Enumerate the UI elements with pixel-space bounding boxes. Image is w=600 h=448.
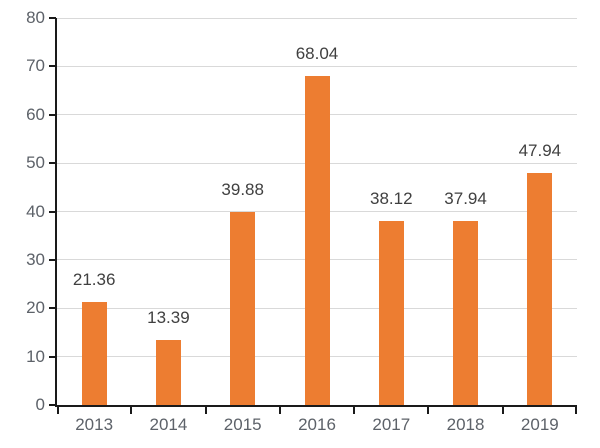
- gridline-80: [57, 17, 577, 19]
- y-axis-label-80: 80: [26, 8, 45, 27]
- data-label-2014: 13.39: [147, 308, 190, 328]
- bar-2015: [230, 212, 256, 405]
- data-label-2017: 38.12: [370, 188, 413, 208]
- x-axis-label-2017: 2017: [372, 415, 411, 434]
- y-axis-tick: [49, 113, 56, 116]
- y-axis-label-20: 20: [26, 298, 45, 318]
- y-axis-tick: [49, 210, 56, 213]
- y-axis-tick: [49, 404, 56, 406]
- y-axis-label-0: 0: [35, 395, 45, 414]
- y-axis-tick: [49, 307, 56, 310]
- y-axis-line: [55, 18, 57, 405]
- data-label-2013: 21.36: [72, 269, 116, 289]
- plot-area: 21.36 13.39 39.88 68.04 38.12 37.94 47.94: [49, 17, 577, 414]
- y-axis-tick: [49, 355, 56, 358]
- x-axis-tick: [57, 407, 59, 414]
- x-axis-label-2013: 2013: [75, 415, 114, 434]
- x-axis-label-2018: 2018: [446, 415, 485, 434]
- data-label-2019: 47.94: [518, 141, 562, 161]
- y-axis-tick: [49, 162, 56, 165]
- y-axis-tick: [49, 17, 56, 19]
- x-axis-tick: [130, 407, 133, 414]
- x-axis-label-2014: 2014: [149, 415, 188, 434]
- y-axis-tick: [49, 65, 56, 68]
- x-axis-tick: [427, 407, 430, 414]
- bar-2013: [81, 301, 107, 405]
- x-axis-label-2019: 2019: [520, 415, 559, 434]
- x-axis-label-2016: 2016: [298, 415, 336, 434]
- y-axis-label-60: 60: [26, 104, 45, 124]
- y-axis-label-40: 40: [26, 201, 45, 221]
- y-axis-label-30: 30: [26, 249, 45, 269]
- data-label-2018: 37.94: [444, 189, 487, 209]
- bar-2019: [527, 173, 553, 405]
- x-axis-label-2015: 2015: [223, 415, 262, 434]
- x-axis-tick: [204, 407, 207, 414]
- bar-2018: [453, 221, 479, 405]
- x-axis-tick: [501, 407, 504, 414]
- data-label-2015: 39.88: [221, 180, 264, 200]
- x-axis-tick: [278, 407, 281, 414]
- gridline-70: [57, 65, 577, 67]
- y-axis-tick: [49, 258, 56, 261]
- y-axis-label-10: 10: [26, 346, 45, 366]
- bar-2016: [304, 75, 330, 405]
- x-axis-line: [55, 405, 577, 407]
- bar-2017: [378, 220, 404, 405]
- x-axis-tick: [575, 407, 577, 414]
- bar-2014: [155, 340, 181, 405]
- y-axis-label-70: 70: [26, 56, 45, 76]
- data-label-2016: 68.04: [295, 43, 339, 63]
- x-axis-tick: [353, 407, 356, 414]
- y-axis-label-50: 50: [26, 153, 45, 173]
